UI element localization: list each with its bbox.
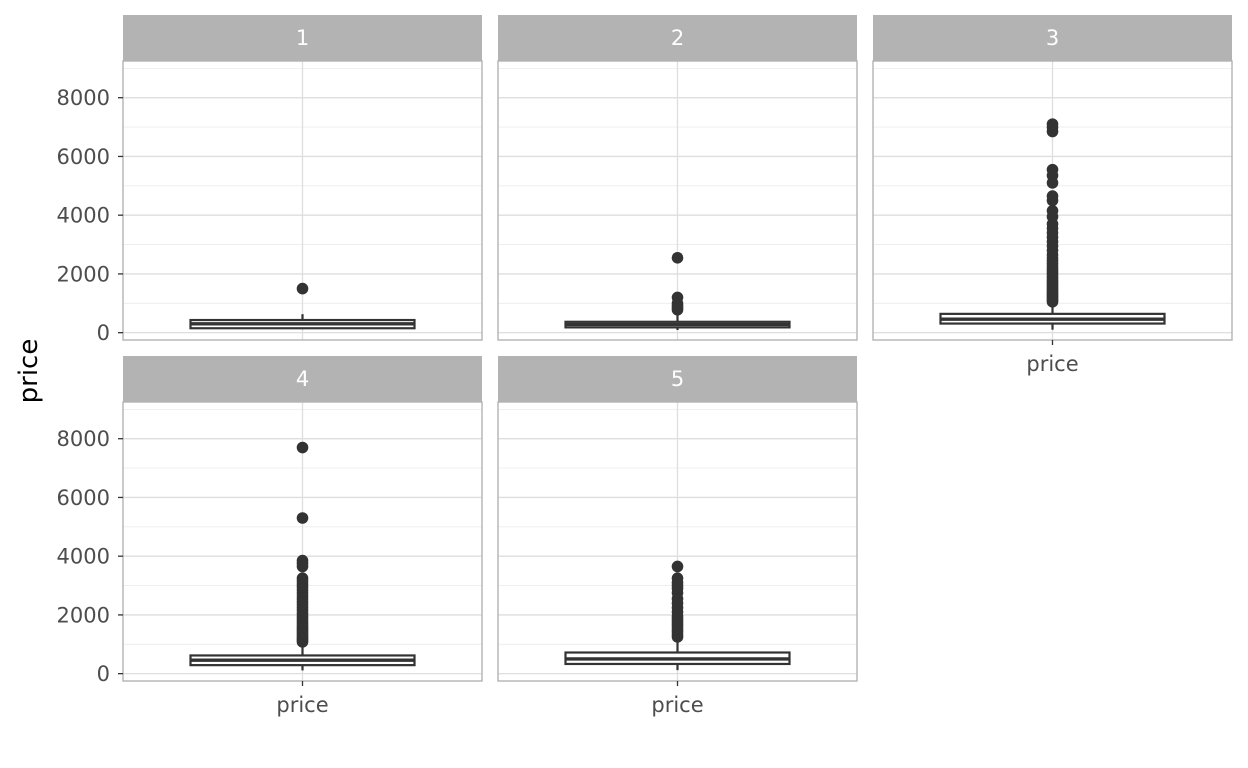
- y-tick-label: 2000: [57, 603, 110, 627]
- y-tick-label: 0: [97, 321, 110, 345]
- y-axis-title: price: [14, 339, 44, 404]
- facet-strip-label: 1: [296, 26, 309, 50]
- outlier-point: [671, 572, 684, 585]
- outlier-point: [671, 560, 684, 573]
- outlier-point: [1046, 163, 1059, 176]
- x-tick-label: price: [1026, 352, 1078, 376]
- outlier-point: [296, 282, 309, 295]
- facet-strip: [498, 356, 857, 402]
- y-tick-label: 0: [97, 662, 110, 686]
- facet-strip-label: 5: [671, 367, 684, 391]
- y-tick-label: 4000: [57, 204, 110, 228]
- y-tick-label: 6000: [57, 486, 110, 510]
- facet-panel-2: 2: [497, 15, 858, 341]
- outlier-point: [671, 251, 684, 264]
- panel-border: [122, 60, 483, 341]
- outlier-point: [1046, 204, 1059, 217]
- outlier-point: [1046, 190, 1059, 202]
- x-tick-label: price: [651, 693, 703, 717]
- facet-panels: 1 0 2000 4000 6000 8000 2 3 price 4 0 2000 4000 6000 8…: [57, 15, 1233, 717]
- x-tick-label: price: [276, 693, 328, 717]
- facet-strip: [498, 15, 857, 61]
- outlier-point: [296, 512, 309, 524]
- outlier-point: [296, 554, 309, 567]
- y-tick-label: 6000: [57, 145, 110, 169]
- outlier-point: [1046, 118, 1059, 130]
- facet-strip: [873, 15, 1232, 61]
- panel-border: [497, 60, 858, 341]
- facet-panel-3: 3 price: [872, 15, 1233, 376]
- facet-panel-5: 5 price: [497, 356, 858, 717]
- facet-strip-label: 4: [296, 367, 309, 391]
- facet-strip-label: 2: [671, 26, 684, 50]
- outlier-point: [296, 441, 309, 454]
- y-tick-label: 8000: [57, 86, 110, 110]
- outlier-point: [296, 572, 309, 585]
- facet-panel-1: 1 0 2000 4000 6000 8000: [57, 15, 483, 345]
- facet-panel-4: 4 0 2000 4000 6000 8000 price: [57, 356, 483, 717]
- y-tick-label: 8000: [57, 427, 110, 451]
- facet-strip-label: 3: [1046, 26, 1059, 50]
- facet-strip: [123, 356, 482, 402]
- facet-strip: [123, 15, 482, 61]
- outlier-point: [671, 291, 684, 304]
- y-tick-label: 2000: [57, 262, 110, 286]
- y-tick-label: 4000: [57, 545, 110, 569]
